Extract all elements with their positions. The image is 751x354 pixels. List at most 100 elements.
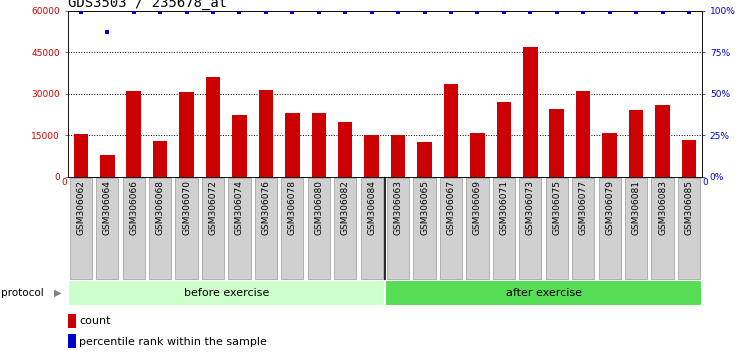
Text: GSM306078: GSM306078: [288, 180, 297, 235]
Point: [550, 10, 562, 15]
Point: [339, 10, 351, 15]
Point: [75, 10, 87, 15]
Bar: [576, 91, 590, 177]
Point: [207, 10, 219, 15]
Bar: [68, 314, 76, 328]
Text: 0: 0: [702, 178, 708, 187]
Bar: [550, 109, 564, 177]
FancyBboxPatch shape: [176, 178, 198, 279]
Bar: [364, 135, 379, 177]
Point: [128, 10, 140, 15]
Bar: [496, 102, 511, 177]
Bar: [338, 121, 352, 177]
FancyBboxPatch shape: [519, 178, 541, 279]
FancyBboxPatch shape: [493, 178, 515, 279]
Text: GSM306067: GSM306067: [447, 180, 456, 235]
Point: [392, 10, 404, 15]
Text: count: count: [79, 316, 110, 326]
Bar: [312, 113, 326, 177]
Point: [604, 10, 616, 15]
FancyBboxPatch shape: [308, 178, 330, 279]
Text: GSM306062: GSM306062: [77, 180, 86, 235]
FancyBboxPatch shape: [546, 178, 568, 279]
Text: ▶: ▶: [54, 288, 62, 298]
Point: [101, 29, 113, 35]
Point: [630, 10, 642, 15]
Text: GSM306080: GSM306080: [314, 180, 323, 235]
Bar: [629, 110, 644, 177]
Bar: [179, 92, 194, 177]
FancyBboxPatch shape: [414, 178, 436, 279]
FancyBboxPatch shape: [70, 178, 92, 279]
FancyBboxPatch shape: [360, 178, 383, 279]
Bar: [418, 142, 432, 177]
Text: GSM306077: GSM306077: [579, 180, 588, 235]
Point: [312, 10, 324, 15]
FancyBboxPatch shape: [149, 178, 171, 279]
Point: [154, 10, 166, 15]
FancyBboxPatch shape: [281, 178, 303, 279]
Bar: [523, 47, 538, 177]
Text: GSM306063: GSM306063: [394, 180, 403, 235]
Text: GSM306076: GSM306076: [261, 180, 270, 235]
FancyBboxPatch shape: [122, 178, 145, 279]
Bar: [153, 141, 167, 177]
Text: GSM306084: GSM306084: [367, 180, 376, 235]
Point: [472, 10, 484, 15]
FancyBboxPatch shape: [228, 178, 251, 279]
Bar: [68, 280, 385, 306]
Point: [578, 10, 590, 15]
FancyBboxPatch shape: [572, 178, 594, 279]
Bar: [602, 133, 617, 177]
FancyBboxPatch shape: [440, 178, 462, 279]
Point: [366, 10, 378, 15]
Bar: [126, 91, 141, 177]
Text: after exercise: after exercise: [505, 288, 581, 298]
Text: GSM306085: GSM306085: [684, 180, 693, 235]
Bar: [206, 77, 220, 177]
Text: GSM306072: GSM306072: [209, 180, 218, 235]
Bar: [258, 90, 273, 177]
Text: GSM306081: GSM306081: [632, 180, 641, 235]
Bar: [682, 139, 696, 177]
Point: [445, 10, 457, 15]
Point: [683, 10, 695, 15]
Bar: [285, 113, 300, 177]
Text: GSM306065: GSM306065: [420, 180, 429, 235]
FancyBboxPatch shape: [599, 178, 621, 279]
Text: GSM306071: GSM306071: [499, 180, 508, 235]
Bar: [100, 155, 114, 177]
FancyBboxPatch shape: [678, 178, 700, 279]
Point: [656, 10, 668, 15]
Text: GSM306075: GSM306075: [552, 180, 561, 235]
Text: GSM306064: GSM306064: [103, 180, 112, 235]
Text: GSM306069: GSM306069: [473, 180, 482, 235]
Text: GDS3503 / 235678_at: GDS3503 / 235678_at: [68, 0, 227, 10]
Point: [234, 10, 246, 15]
FancyBboxPatch shape: [387, 178, 409, 279]
Text: GSM306073: GSM306073: [526, 180, 535, 235]
Bar: [444, 84, 458, 177]
Point: [180, 10, 192, 15]
FancyBboxPatch shape: [334, 178, 356, 279]
FancyBboxPatch shape: [255, 178, 277, 279]
Text: GSM306079: GSM306079: [605, 180, 614, 235]
Point: [524, 10, 536, 15]
Text: GSM306066: GSM306066: [129, 180, 138, 235]
FancyBboxPatch shape: [202, 178, 224, 279]
Text: 0: 0: [62, 178, 68, 187]
Text: before exercise: before exercise: [183, 288, 269, 298]
Text: GSM306068: GSM306068: [155, 180, 164, 235]
FancyBboxPatch shape: [625, 178, 647, 279]
Text: percentile rank within the sample: percentile rank within the sample: [79, 337, 267, 347]
FancyBboxPatch shape: [96, 178, 119, 279]
Text: GSM306083: GSM306083: [658, 180, 667, 235]
Point: [498, 10, 510, 15]
Bar: [68, 334, 76, 348]
Bar: [470, 133, 484, 177]
Bar: [656, 105, 670, 177]
FancyBboxPatch shape: [466, 178, 489, 279]
Bar: [232, 115, 247, 177]
Point: [286, 10, 298, 15]
Bar: [391, 135, 406, 177]
